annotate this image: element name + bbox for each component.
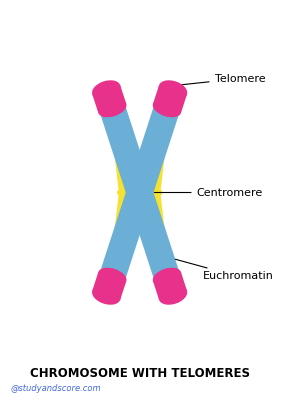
Ellipse shape	[92, 286, 121, 305]
Ellipse shape	[159, 286, 187, 305]
Ellipse shape	[153, 100, 181, 117]
Polygon shape	[120, 186, 167, 255]
Ellipse shape	[98, 268, 126, 286]
Polygon shape	[92, 272, 126, 300]
Text: Telomere: Telomere	[172, 73, 265, 86]
Ellipse shape	[151, 127, 167, 138]
Ellipse shape	[127, 185, 152, 201]
Ellipse shape	[99, 270, 125, 286]
Ellipse shape	[98, 100, 126, 117]
Ellipse shape	[127, 185, 152, 201]
Polygon shape	[120, 130, 167, 199]
Ellipse shape	[155, 99, 180, 115]
Polygon shape	[99, 189, 152, 282]
Ellipse shape	[99, 99, 125, 115]
Text: Centromere: Centromere	[155, 187, 263, 197]
Ellipse shape	[153, 268, 181, 286]
Ellipse shape	[151, 247, 167, 258]
Polygon shape	[153, 272, 187, 300]
Polygon shape	[127, 103, 180, 197]
Ellipse shape	[131, 183, 148, 202]
Ellipse shape	[112, 247, 128, 258]
Ellipse shape	[117, 185, 162, 200]
Polygon shape	[112, 130, 160, 199]
Ellipse shape	[127, 185, 152, 201]
Polygon shape	[99, 103, 152, 197]
Ellipse shape	[127, 185, 152, 201]
Polygon shape	[92, 85, 126, 113]
Polygon shape	[127, 189, 180, 282]
Ellipse shape	[112, 127, 128, 138]
Ellipse shape	[159, 80, 187, 100]
Text: Euchromatin: Euchromatin	[175, 259, 274, 281]
Ellipse shape	[117, 185, 162, 200]
Ellipse shape	[92, 80, 121, 100]
Polygon shape	[112, 186, 160, 255]
Ellipse shape	[155, 270, 180, 286]
Text: @studyandscore.com: @studyandscore.com	[11, 384, 101, 393]
Text: CHROMOSOME WITH TELOMERES: CHROMOSOME WITH TELOMERES	[30, 368, 250, 380]
Polygon shape	[153, 85, 187, 113]
